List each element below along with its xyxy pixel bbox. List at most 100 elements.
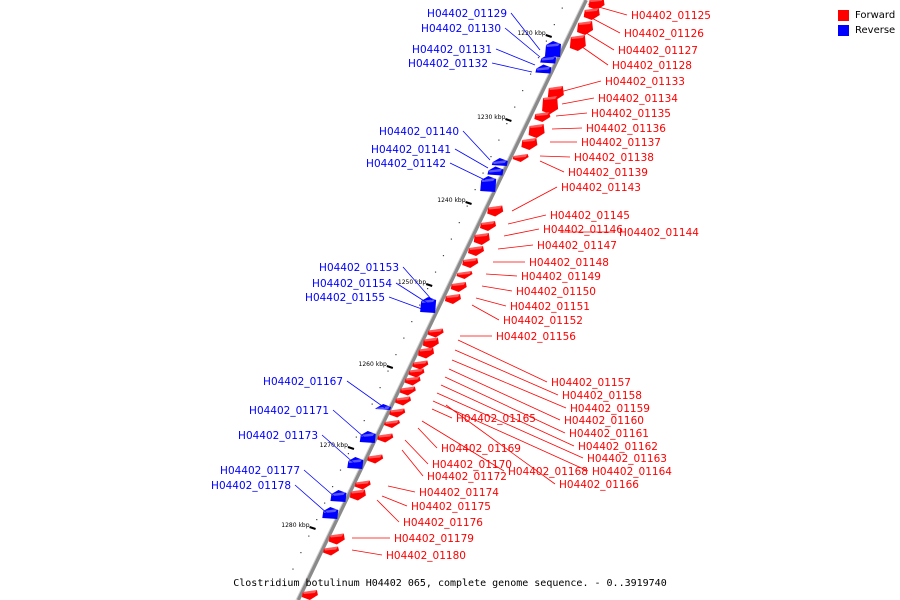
forward-gene-label[interactable]: H04402_01143 — [561, 182, 641, 194]
reverse-gene-label[interactable]: H04402_01130 — [421, 23, 501, 35]
forward-gene-label[interactable]: H04402_01139 — [568, 167, 648, 179]
forward-gene-feature[interactable] — [418, 347, 435, 359]
forward-gene-feature[interactable] — [450, 282, 467, 292]
forward-gene-feature[interactable] — [367, 454, 384, 464]
forward-gene-feature[interactable] — [444, 294, 461, 304]
forward-gene-feature[interactable] — [468, 246, 484, 256]
forward-gene-label[interactable]: H04402_01174 — [419, 487, 499, 499]
forward-gene-feature[interactable] — [528, 124, 545, 138]
forward-gene-label[interactable]: H04402_01136 — [586, 123, 666, 135]
forward-gene-label[interactable]: H04402_01175 — [411, 501, 491, 513]
reverse-gene-label[interactable]: H04402_01177 — [220, 465, 300, 477]
forward-gene-feature[interactable] — [583, 8, 600, 20]
forward-gene-feature[interactable] — [408, 368, 425, 378]
forward-gene-label[interactable]: H04402_01163 — [587, 453, 667, 465]
forward-gene-feature[interactable] — [389, 408, 406, 418]
reverse-gene-label[interactable]: H04402_01142 — [366, 158, 446, 170]
forward-gene-feature[interactable] — [328, 533, 345, 545]
forward-gene-feature[interactable] — [354, 480, 371, 490]
forward-gene-label[interactable]: H04402_01172 — [427, 471, 507, 483]
reverse-gene-feature[interactable] — [347, 457, 364, 469]
forward-gene-label[interactable]: H04402_01126 — [624, 28, 704, 40]
forward-gene-feature[interactable] — [542, 96, 559, 114]
gene-feature-shading — [469, 246, 483, 250]
forward-gene-feature[interactable] — [349, 489, 366, 501]
reverse-gene-label[interactable]: H04402_01131 — [412, 44, 492, 56]
forward-gene-label[interactable]: H04402_01176 — [403, 517, 483, 529]
forward-gene-label[interactable]: H04402_01160 — [564, 415, 644, 427]
forward-gene-label[interactable]: H04402_01145 — [550, 210, 630, 222]
forward-gene-label[interactable]: H04402_01168 — [508, 466, 588, 478]
forward-gene-label[interactable]: H04402_01148 — [529, 257, 609, 269]
reverse-gene-feature[interactable] — [487, 166, 504, 176]
forward-gene-label[interactable]: H04402_01170 — [432, 459, 512, 471]
reverse-gene-feature[interactable] — [540, 54, 557, 64]
forward-gene-feature[interactable] — [547, 86, 564, 100]
forward-gene-label[interactable]: H04402_01156 — [496, 331, 576, 343]
forward-gene-label[interactable]: H04402_01144 — [619, 227, 699, 239]
reverse-gene-feature[interactable] — [545, 41, 561, 57]
forward-gene-feature[interactable] — [427, 328, 444, 338]
reverse-gene-label[interactable]: H04402_01140 — [379, 126, 459, 138]
forward-gene-feature[interactable] — [383, 420, 400, 428]
forward-gene-label[interactable]: H04402_01152 — [503, 315, 583, 327]
reverse-gene-label[interactable]: H04402_01141 — [371, 144, 451, 156]
forward-gene-label[interactable]: H04402_01150 — [516, 286, 596, 298]
reverse-gene-label[interactable]: H04402_01129 — [427, 8, 507, 20]
reverse-gene-label[interactable]: H04402_01153 — [319, 262, 399, 274]
forward-gene-label[interactable]: H04402_01137 — [581, 137, 661, 149]
reverse-gene-label[interactable]: H04402_01171 — [249, 405, 329, 417]
forward-gene-label[interactable]: H04402_01159 — [570, 403, 650, 415]
forward-gene-feature[interactable] — [456, 271, 473, 279]
reverse-gene-label[interactable]: H04402_01173 — [238, 430, 318, 442]
reverse-gene-feature[interactable] — [322, 507, 339, 519]
forward-gene-label[interactable]: H04402_01128 — [612, 60, 692, 72]
reverse-gene-label[interactable]: H04402_01154 — [312, 278, 392, 290]
reverse-gene-label[interactable]: H04402_01155 — [305, 292, 385, 304]
forward-gene-feature[interactable] — [487, 205, 504, 217]
forward-gene-label[interactable]: H04402_01157 — [551, 377, 631, 389]
forward-gene-label[interactable]: H04402_01127 — [618, 45, 698, 57]
reverse-gene-feature[interactable] — [535, 64, 552, 74]
ruler-minor-tick — [553, 24, 555, 26]
forward-gene-label[interactable]: H04402_01147 — [537, 240, 617, 252]
forward-gene-label[interactable]: H04402_01134 — [598, 93, 678, 105]
forward-gene-feature[interactable] — [521, 138, 538, 150]
forward-gene-feature[interactable] — [462, 258, 479, 268]
forward-gene-label[interactable]: H04402_01166 — [559, 479, 639, 491]
forward-gene-label[interactable]: H04402_01135 — [591, 108, 671, 120]
forward-gene-feature[interactable] — [404, 376, 421, 386]
forward-gene-feature[interactable] — [512, 154, 529, 162]
forward-gene-label[interactable]: H04402_01149 — [521, 271, 601, 283]
reverse-gene-label[interactable]: H04402_01132 — [408, 58, 488, 70]
forward-gene-label[interactable]: H04402_01169 — [441, 443, 521, 455]
reverse-gene-label[interactable]: H04402_01167 — [263, 376, 343, 388]
forward-gene-feature[interactable] — [422, 337, 439, 349]
forward-gene-label[interactable]: H04402_01151 — [510, 301, 590, 313]
forward-gene-feature[interactable] — [473, 233, 490, 245]
forward-gene-feature[interactable] — [480, 221, 496, 231]
forward-gene-label[interactable]: H04402_01180 — [386, 550, 466, 562]
reverse-gene-feature[interactable] — [330, 490, 347, 502]
forward-gene-feature[interactable] — [412, 360, 429, 370]
forward-gene-label[interactable]: H04402_01138 — [574, 152, 654, 164]
reverse-gene-feature[interactable] — [359, 431, 376, 443]
forward-gene-feature[interactable] — [323, 546, 339, 556]
forward-gene-feature[interactable] — [577, 21, 594, 35]
forward-gene-label[interactable]: H04402_01164 — [592, 466, 672, 478]
forward-gene-label[interactable]: H04402_01179 — [394, 533, 474, 545]
forward-gene-feature[interactable] — [395, 396, 411, 406]
forward-gene-feature[interactable] — [534, 112, 551, 122]
reverse-gene-feature[interactable] — [491, 158, 508, 166]
forward-gene-feature[interactable] — [399, 386, 416, 396]
forward-gene-label[interactable]: H04402_01125 — [631, 10, 711, 22]
reverse-gene-label[interactable]: H04402_01178 — [211, 480, 291, 492]
forward-gene-label[interactable]: H04402_01158 — [562, 390, 642, 402]
forward-gene-label[interactable]: H04402_01146 — [543, 224, 623, 236]
forward-gene-label[interactable]: H04402_01161 — [569, 428, 649, 440]
forward-gene-label[interactable]: H04402_01162 — [578, 441, 658, 453]
forward-gene-label[interactable]: H04402_01165 — [456, 413, 536, 425]
forward-gene-feature[interactable] — [377, 433, 394, 443]
forward-gene-feature[interactable] — [301, 590, 318, 600]
forward-gene-label[interactable]: H04402_01133 — [605, 76, 685, 88]
